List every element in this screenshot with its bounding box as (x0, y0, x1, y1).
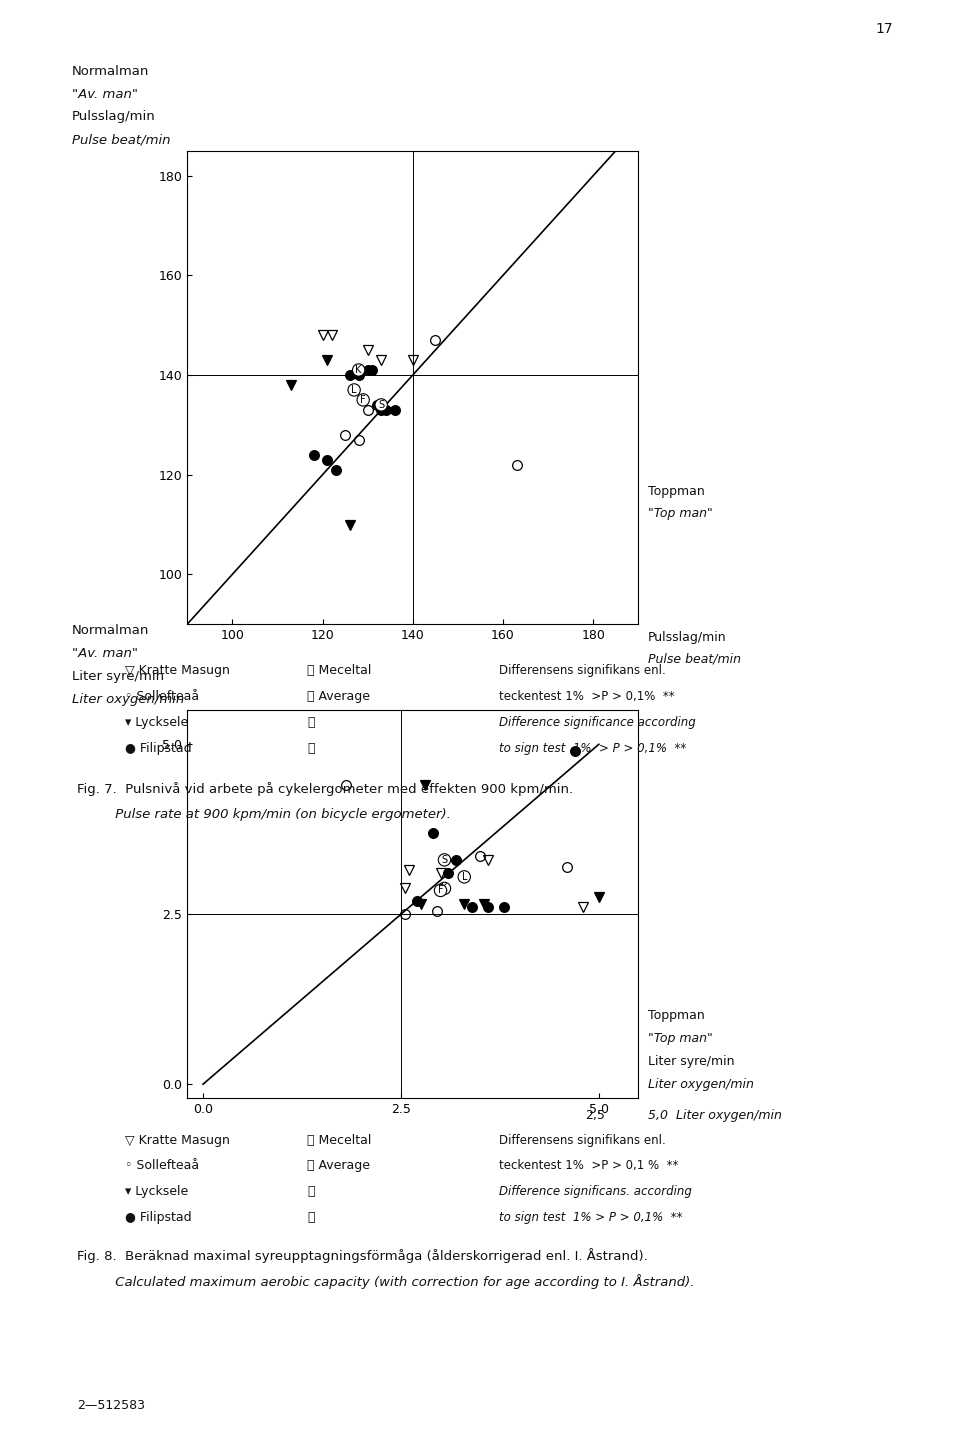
Text: teckentest 1%  >P > 0,1 %  **: teckentest 1% >P > 0,1 % ** (499, 1159, 679, 1172)
Text: Liter syre/min: Liter syre/min (648, 1055, 734, 1068)
Text: ◦ Sollefteaå: ◦ Sollefteaå (125, 1159, 199, 1172)
Text: ● Filipstad: ● Filipstad (125, 742, 191, 755)
Text: Differensens signifikans enl.: Differensens signifikans enl. (499, 1134, 666, 1147)
Text: Liter syre/min: Liter syre/min (72, 670, 164, 683)
Text: Normalman: Normalman (72, 65, 150, 77)
Text: Fig. 7.  Pulsnivå vid arbete på cykelergometer med effekten 900 kpm/min.: Fig. 7. Pulsnivå vid arbete på cykelergo… (77, 782, 573, 796)
Text: Pulsslag/min: Pulsslag/min (648, 631, 727, 644)
Text: S: S (442, 855, 447, 865)
Text: K: K (355, 364, 362, 375)
Text: Ⓚ Meceltal: Ⓚ Meceltal (307, 1134, 372, 1147)
Text: F: F (360, 395, 366, 405)
Text: ◦ Sollefteaå: ◦ Sollefteaå (125, 690, 199, 703)
Text: Ⓚ Meceltal: Ⓚ Meceltal (307, 664, 372, 677)
Text: Fig. 8.  Beräknad maximal syreupptagningsförmåga (ålderskorrigerad enl. I. Åstra: Fig. 8. Beräknad maximal syreupptagnings… (77, 1248, 648, 1263)
Text: Difference significance according: Difference significance according (499, 716, 696, 729)
Text: Ⓘ: Ⓘ (307, 1185, 315, 1198)
Text: ▾ Lycksele: ▾ Lycksele (125, 1185, 188, 1198)
Text: Difference significans. according: Difference significans. according (499, 1185, 692, 1198)
Text: 5,0  Liter oxygen/min: 5,0 Liter oxygen/min (648, 1109, 781, 1122)
Text: ● Filipstad: ● Filipstad (125, 1211, 191, 1224)
Text: Ⓘ: Ⓘ (307, 716, 315, 729)
Text: Liter oxygen/min: Liter oxygen/min (648, 1078, 754, 1091)
Text: Toppman: Toppman (648, 485, 705, 498)
Text: Calculated maximum aerobic capacity (with correction for age according to I. Åst: Calculated maximum aerobic capacity (wit… (77, 1274, 694, 1289)
Text: to sign test  1% > P > 0,1%  **: to sign test 1% > P > 0,1% ** (499, 1211, 683, 1224)
Text: L: L (351, 385, 357, 395)
Text: Differensens signifikans enl.: Differensens signifikans enl. (499, 664, 666, 677)
Text: Ⓢ Average: Ⓢ Average (307, 1159, 371, 1172)
Text: 2—512583: 2—512583 (77, 1399, 145, 1412)
Text: ▽ Kratte Masugn: ▽ Kratte Masugn (125, 1134, 229, 1147)
Text: Pulse beat/min: Pulse beat/min (72, 133, 171, 146)
Text: Ⓢ Average: Ⓢ Average (307, 690, 371, 703)
Text: K: K (442, 884, 447, 894)
Text: L: L (462, 872, 467, 883)
Text: Normalman: Normalman (72, 624, 150, 637)
Text: Toppman: Toppman (648, 1009, 705, 1022)
Text: S: S (378, 400, 384, 410)
Text: ▾ Lycksele: ▾ Lycksele (125, 716, 188, 729)
Text: Ⓕ: Ⓕ (307, 742, 315, 755)
Text: "Av. man": "Av. man" (72, 88, 138, 100)
Text: Pulsslag/min: Pulsslag/min (72, 110, 156, 123)
Text: ▽ Kratte Masugn: ▽ Kratte Masugn (125, 664, 229, 677)
Text: Ⓕ: Ⓕ (307, 1211, 315, 1224)
Text: 2,5: 2,5 (586, 1109, 605, 1122)
Text: to sign test  1%  > P > 0,1%  **: to sign test 1% > P > 0,1% ** (499, 742, 686, 755)
Text: "Top man": "Top man" (648, 1032, 712, 1045)
Text: Liter oxygen/min: Liter oxygen/min (72, 693, 184, 706)
Text: "Av. man": "Av. man" (72, 647, 138, 660)
Text: F: F (438, 885, 444, 895)
Text: Pulse beat/min: Pulse beat/min (648, 653, 741, 666)
Text: Pulse rate at 900 kpm/min (on bicycle ergometer).: Pulse rate at 900 kpm/min (on bicycle er… (77, 808, 450, 821)
Text: 17: 17 (876, 22, 893, 36)
Text: "Top man": "Top man" (648, 507, 712, 519)
Text: teckentest 1%  >P > 0,1%  **: teckentest 1% >P > 0,1% ** (499, 690, 675, 703)
